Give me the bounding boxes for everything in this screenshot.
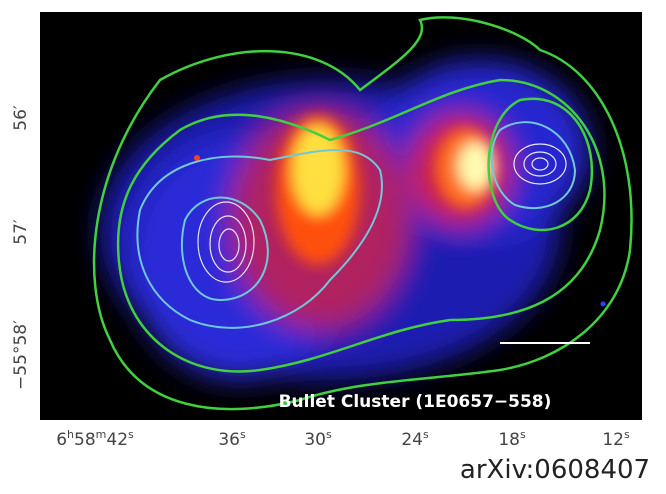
unit: s: [326, 428, 332, 441]
unit: s: [624, 428, 630, 441]
y-tick-label: −55°58′: [11, 320, 31, 390]
x-tick-label: 18s: [498, 428, 526, 450]
unit: m: [96, 428, 107, 441]
number: 12: [602, 430, 624, 450]
y-tick-label: 56′: [11, 105, 31, 131]
unit: s: [520, 428, 526, 441]
number: 6: [56, 430, 67, 450]
caption: Bullet Cluster (1E0657−558): [279, 392, 552, 412]
x-tick-label: 30s: [304, 428, 332, 450]
figure: Bullet Cluster (1E0657−558) arXiv:060840…: [0, 0, 666, 490]
number: 58: [74, 430, 96, 450]
unit: h: [67, 428, 74, 441]
number: 30: [304, 430, 326, 450]
x-tick-label: 6h58m42s: [56, 428, 134, 450]
page: Bullet Cluster (1E0657−558) arXiv:060840…: [0, 0, 666, 490]
number: 18: [498, 430, 520, 450]
x-tick-label: 12s: [602, 428, 630, 450]
number: 24: [401, 430, 423, 450]
unit: s: [128, 428, 134, 441]
x-tick-label: 36s: [218, 428, 246, 450]
unit: s: [423, 428, 429, 441]
number: 36: [218, 430, 240, 450]
y-tick-label: 57′: [11, 219, 31, 245]
number: 42: [106, 430, 128, 450]
x-tick-label: 24s: [401, 428, 429, 450]
unit: s: [240, 428, 246, 441]
cluster-image: [40, 12, 642, 420]
y-tick-labels: 56′ 57′ −55°58′: [11, 105, 31, 390]
source: arXiv:0608407: [460, 455, 650, 485]
